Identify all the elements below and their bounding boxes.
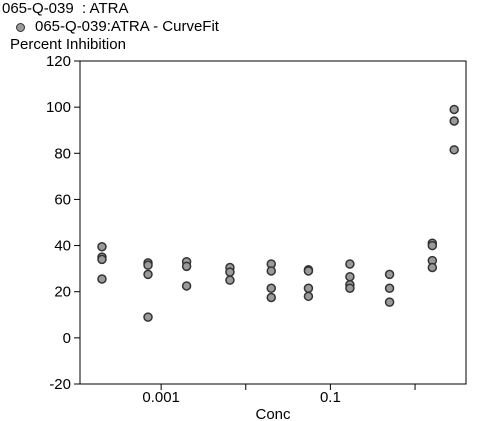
- data-point: [427, 240, 438, 251]
- y-tick-label: 40: [54, 238, 71, 255]
- plot-area: [79, 60, 467, 385]
- data-point: [225, 267, 235, 277]
- data-point: [449, 145, 459, 155]
- data-point: [181, 261, 192, 272]
- plot-frame: [79, 60, 467, 385]
- data-point: [303, 266, 314, 276]
- data-point: [345, 259, 355, 269]
- chart-header: 065-Q-039 : ATRA 065-Q-039:ATRA - CurveF…: [0, 0, 500, 60]
- x-tick-label: 0.001: [142, 389, 180, 406]
- data-point: [449, 116, 459, 126]
- data-point: [266, 292, 276, 303]
- legend-label: 065-Q-039:ATRA - CurveFit: [35, 18, 219, 35]
- data-point: [143, 312, 153, 322]
- data-point: [97, 241, 107, 252]
- y-tick-label: 60: [54, 191, 71, 208]
- data-point: [143, 260, 153, 270]
- y-tick-label: 0: [63, 330, 71, 347]
- data-point: [303, 283, 314, 294]
- data-point: [384, 269, 395, 280]
- data-point: [449, 104, 459, 115]
- data-point: [225, 275, 235, 285]
- data-point: [427, 262, 438, 273]
- data-point: [345, 271, 355, 282]
- chart-title: 065-Q-039 : ATRA: [2, 0, 129, 17]
- x-axis: 0.001 0.1: [142, 384, 416, 406]
- data-point: [97, 254, 107, 265]
- data-points: [97, 104, 459, 322]
- legend: 065-Q-039:ATRA - CurveFit: [16, 18, 219, 36]
- data-point: [181, 281, 192, 291]
- y-tick-label: -20: [49, 376, 71, 393]
- y-tick-label: 100: [46, 99, 71, 116]
- data-point: [97, 274, 107, 284]
- data-point: [143, 269, 153, 280]
- data-point: [303, 291, 314, 302]
- x-axis-title: Conc: [255, 406, 291, 421]
- y-axis-title: Percent Inhibition: [10, 36, 126, 53]
- data-point: [384, 297, 395, 307]
- x-tick-label: 0.1: [320, 389, 341, 406]
- legend-marker: [16, 22, 25, 32]
- data-point: [266, 266, 276, 276]
- y-tick-label: 80: [54, 145, 71, 162]
- data-point: [345, 283, 355, 294]
- data-point: [266, 283, 276, 294]
- y-tick-label: 120: [46, 53, 71, 70]
- data-point: [384, 283, 395, 294]
- y-axis: -20 0 20 40 60 80 100 120: [46, 53, 80, 393]
- y-tick-label: 20: [54, 284, 71, 301]
